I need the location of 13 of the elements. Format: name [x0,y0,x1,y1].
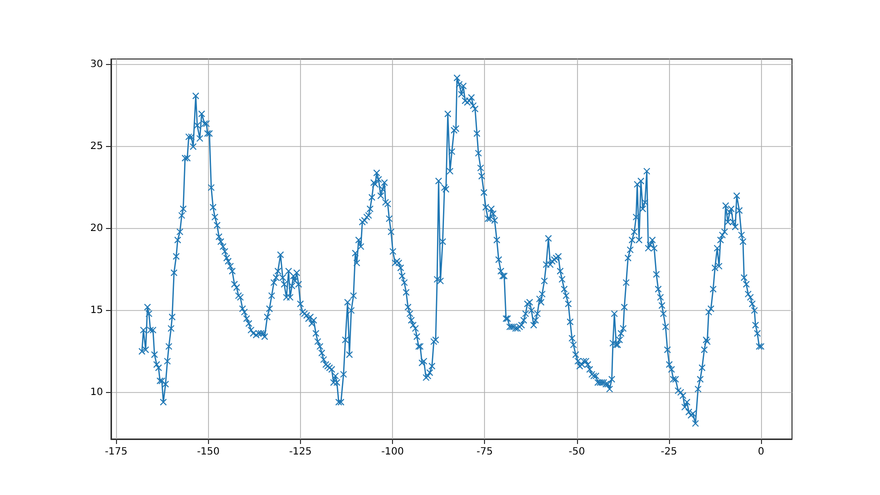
x-tick-label: -125 [289,446,312,458]
y-tick-label: 25 [90,141,103,152]
x-tick-label: -150 [196,446,220,458]
y-tick-label: 15 [90,304,103,316]
y-tick-label: 20 [90,223,103,234]
y-tick-label: 30 [90,59,103,70]
y-tick-label: 10 [90,386,103,398]
x-tick-label: -25 [660,446,678,458]
x-tick-label: -50 [568,446,585,458]
x-tick-label: -175 [104,446,128,458]
x-tick-label: 0 [758,446,764,458]
x-tick-label: -75 [476,446,493,458]
x-tick-label: -100 [381,446,404,458]
